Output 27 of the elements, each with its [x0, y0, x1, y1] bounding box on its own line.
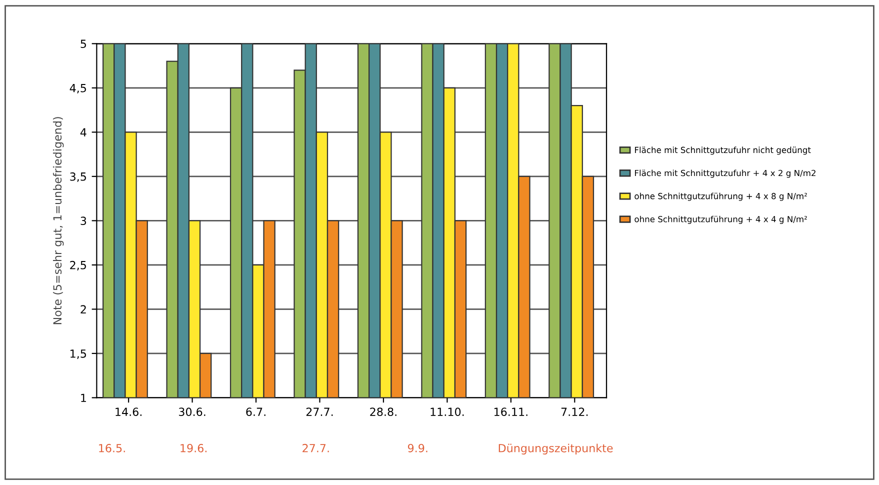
text: 19.6.: [180, 444, 206, 452]
y-tick-label: 4,5: [70, 84, 86, 94]
x-tick-label: 11.10.: [430, 408, 464, 416]
x-tick-label: 27.7.: [306, 408, 333, 416]
text: Düngungszeitpunkte: [498, 444, 613, 454]
text: 9.9.: [408, 444, 428, 452]
y-tick-label: 2: [80, 305, 86, 314]
x-tick-label: 30.6.: [178, 408, 206, 416]
y-axis-title: Note (5=sehr gut, 1=unbefriedigend): [52, 117, 64, 324]
x-tick-label: 14.6.: [116, 408, 142, 416]
legend-label: Fläche mit Schnittgutzufuhr nicht gedüngt: [635, 146, 811, 155]
y-tick-label: 1: [81, 394, 86, 402]
y-tick-label: 4: [80, 128, 86, 136]
y-tick-label: 3,5: [70, 172, 86, 182]
legend-label: ohne Schnittgutzuführung + 4 x 8 g N/m²: [634, 192, 807, 201]
x-tick-label: 28.8.: [370, 408, 396, 416]
y-tick-label: 1,5: [70, 350, 86, 359]
y-tick-label: 3: [80, 216, 86, 226]
x-tick-label: 7.12.: [561, 408, 588, 416]
legend-label: Fläche mit Schnittgutzufuhr + 4 x 2 g N/m2: [635, 170, 816, 178]
x-tick-label: 6.7.: [246, 408, 266, 416]
y-tick-label: 2,5: [70, 260, 86, 270]
y-tick-label: 5: [80, 40, 86, 48]
legend-label: ohne Schnittgutzuführung + 4 x 4 g N/m²: [634, 216, 807, 224]
text: 16.5.: [99, 444, 125, 452]
x-tick-label: 16.11.: [494, 408, 528, 416]
text: 27.7.: [302, 444, 329, 452]
